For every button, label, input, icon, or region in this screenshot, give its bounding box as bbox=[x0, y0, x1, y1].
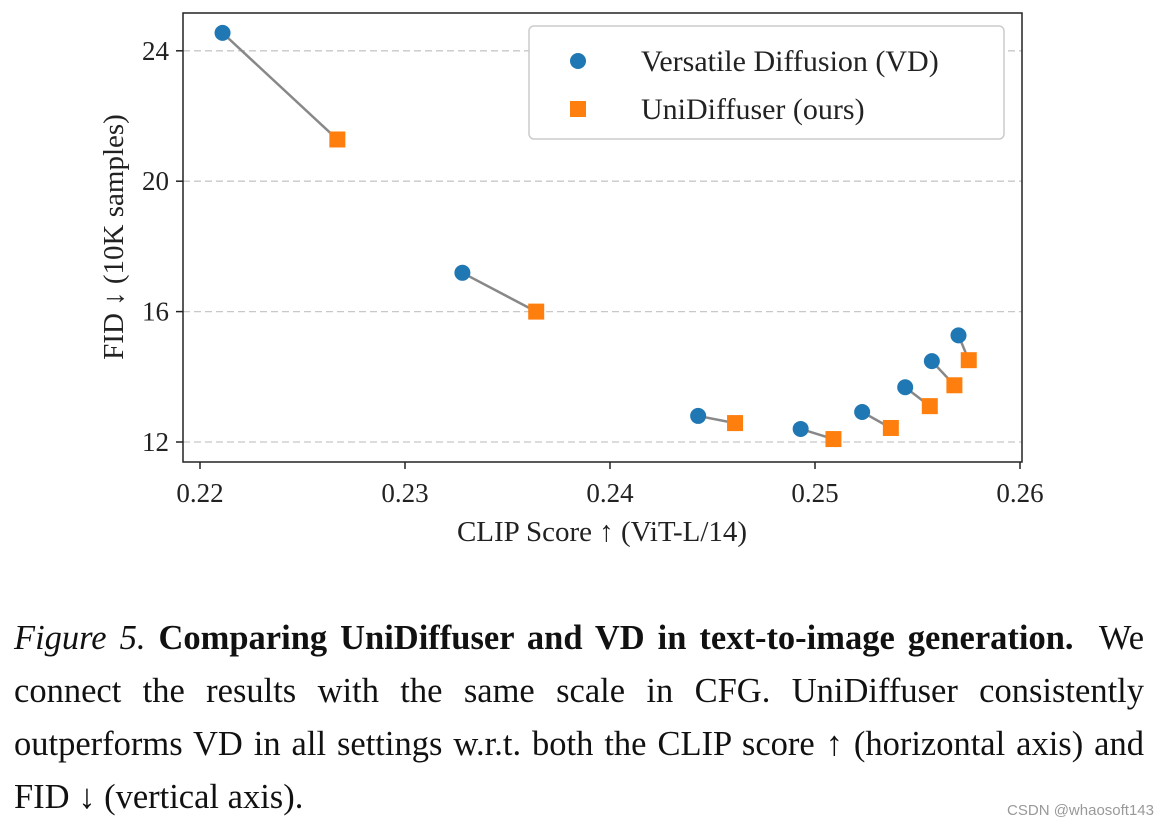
legend-box bbox=[528, 25, 1005, 140]
caption-title: Comparing UniDiffuser and VD in text-to-… bbox=[158, 619, 1074, 657]
unidiffuser-point bbox=[946, 377, 963, 394]
legend-label-vd: Versatile Diffusion (VD) bbox=[641, 45, 939, 78]
y-tick-label: 20 bbox=[142, 166, 169, 196]
unidiffuser-point bbox=[825, 431, 842, 448]
unidiffuser-point bbox=[528, 303, 545, 320]
legend-marker-vd bbox=[570, 53, 586, 69]
x-tick-label: 0.26 bbox=[996, 478, 1043, 508]
connector-line bbox=[461, 271, 537, 313]
watermark: CSDN @whaosoft143 bbox=[1007, 802, 1154, 819]
y-tick-label: 16 bbox=[142, 297, 169, 327]
vd-point bbox=[454, 264, 471, 281]
unidiffuser-point bbox=[921, 398, 938, 415]
y-tick-label: 24 bbox=[142, 36, 170, 66]
vd-point bbox=[897, 379, 914, 396]
scatter-chart: 0.22 0.23 0.24 0.25 0.26 12 16 20 24 CLIP Score… bbox=[98, 12, 1044, 548]
legend: Versatile Diffusion (VD) UniDiffuser (ou… bbox=[528, 25, 1005, 140]
connector-line bbox=[221, 31, 339, 141]
x-axis-label: CLIP Score ↑ (ViT-L/14) bbox=[457, 516, 747, 548]
x-tick-label: 0.24 bbox=[586, 478, 634, 508]
x-tick-label: 0.22 bbox=[176, 478, 223, 508]
unidiffuser-point bbox=[329, 131, 346, 148]
unidiffuser-point bbox=[882, 419, 899, 436]
caption-body: We connect the results with the same sca… bbox=[14, 619, 1145, 816]
unidiffuser-point bbox=[960, 352, 977, 369]
legend-marker-unidiffuser bbox=[570, 101, 586, 117]
caption-label: Figure 5. bbox=[14, 619, 146, 657]
vd-point bbox=[854, 404, 871, 421]
vd-point bbox=[923, 353, 940, 370]
legend-label-unidiffuser: UniDiffuser (ours) bbox=[641, 93, 865, 126]
y-tick-label: 12 bbox=[142, 427, 169, 457]
plot-frame bbox=[182, 12, 1023, 463]
vd-point bbox=[690, 407, 707, 424]
vd-point bbox=[792, 420, 809, 437]
x-tick-label: 0.25 bbox=[791, 478, 838, 508]
vd-point bbox=[950, 327, 967, 344]
y-axis-label: FID ↓ (10K samples) bbox=[98, 114, 130, 360]
figure-caption: Figure 5. Comparing UniDiffuser and VD i… bbox=[14, 612, 1144, 824]
vd-point bbox=[214, 24, 231, 41]
x-tick-label: 0.23 bbox=[381, 478, 428, 508]
unidiffuser-point bbox=[727, 415, 744, 432]
